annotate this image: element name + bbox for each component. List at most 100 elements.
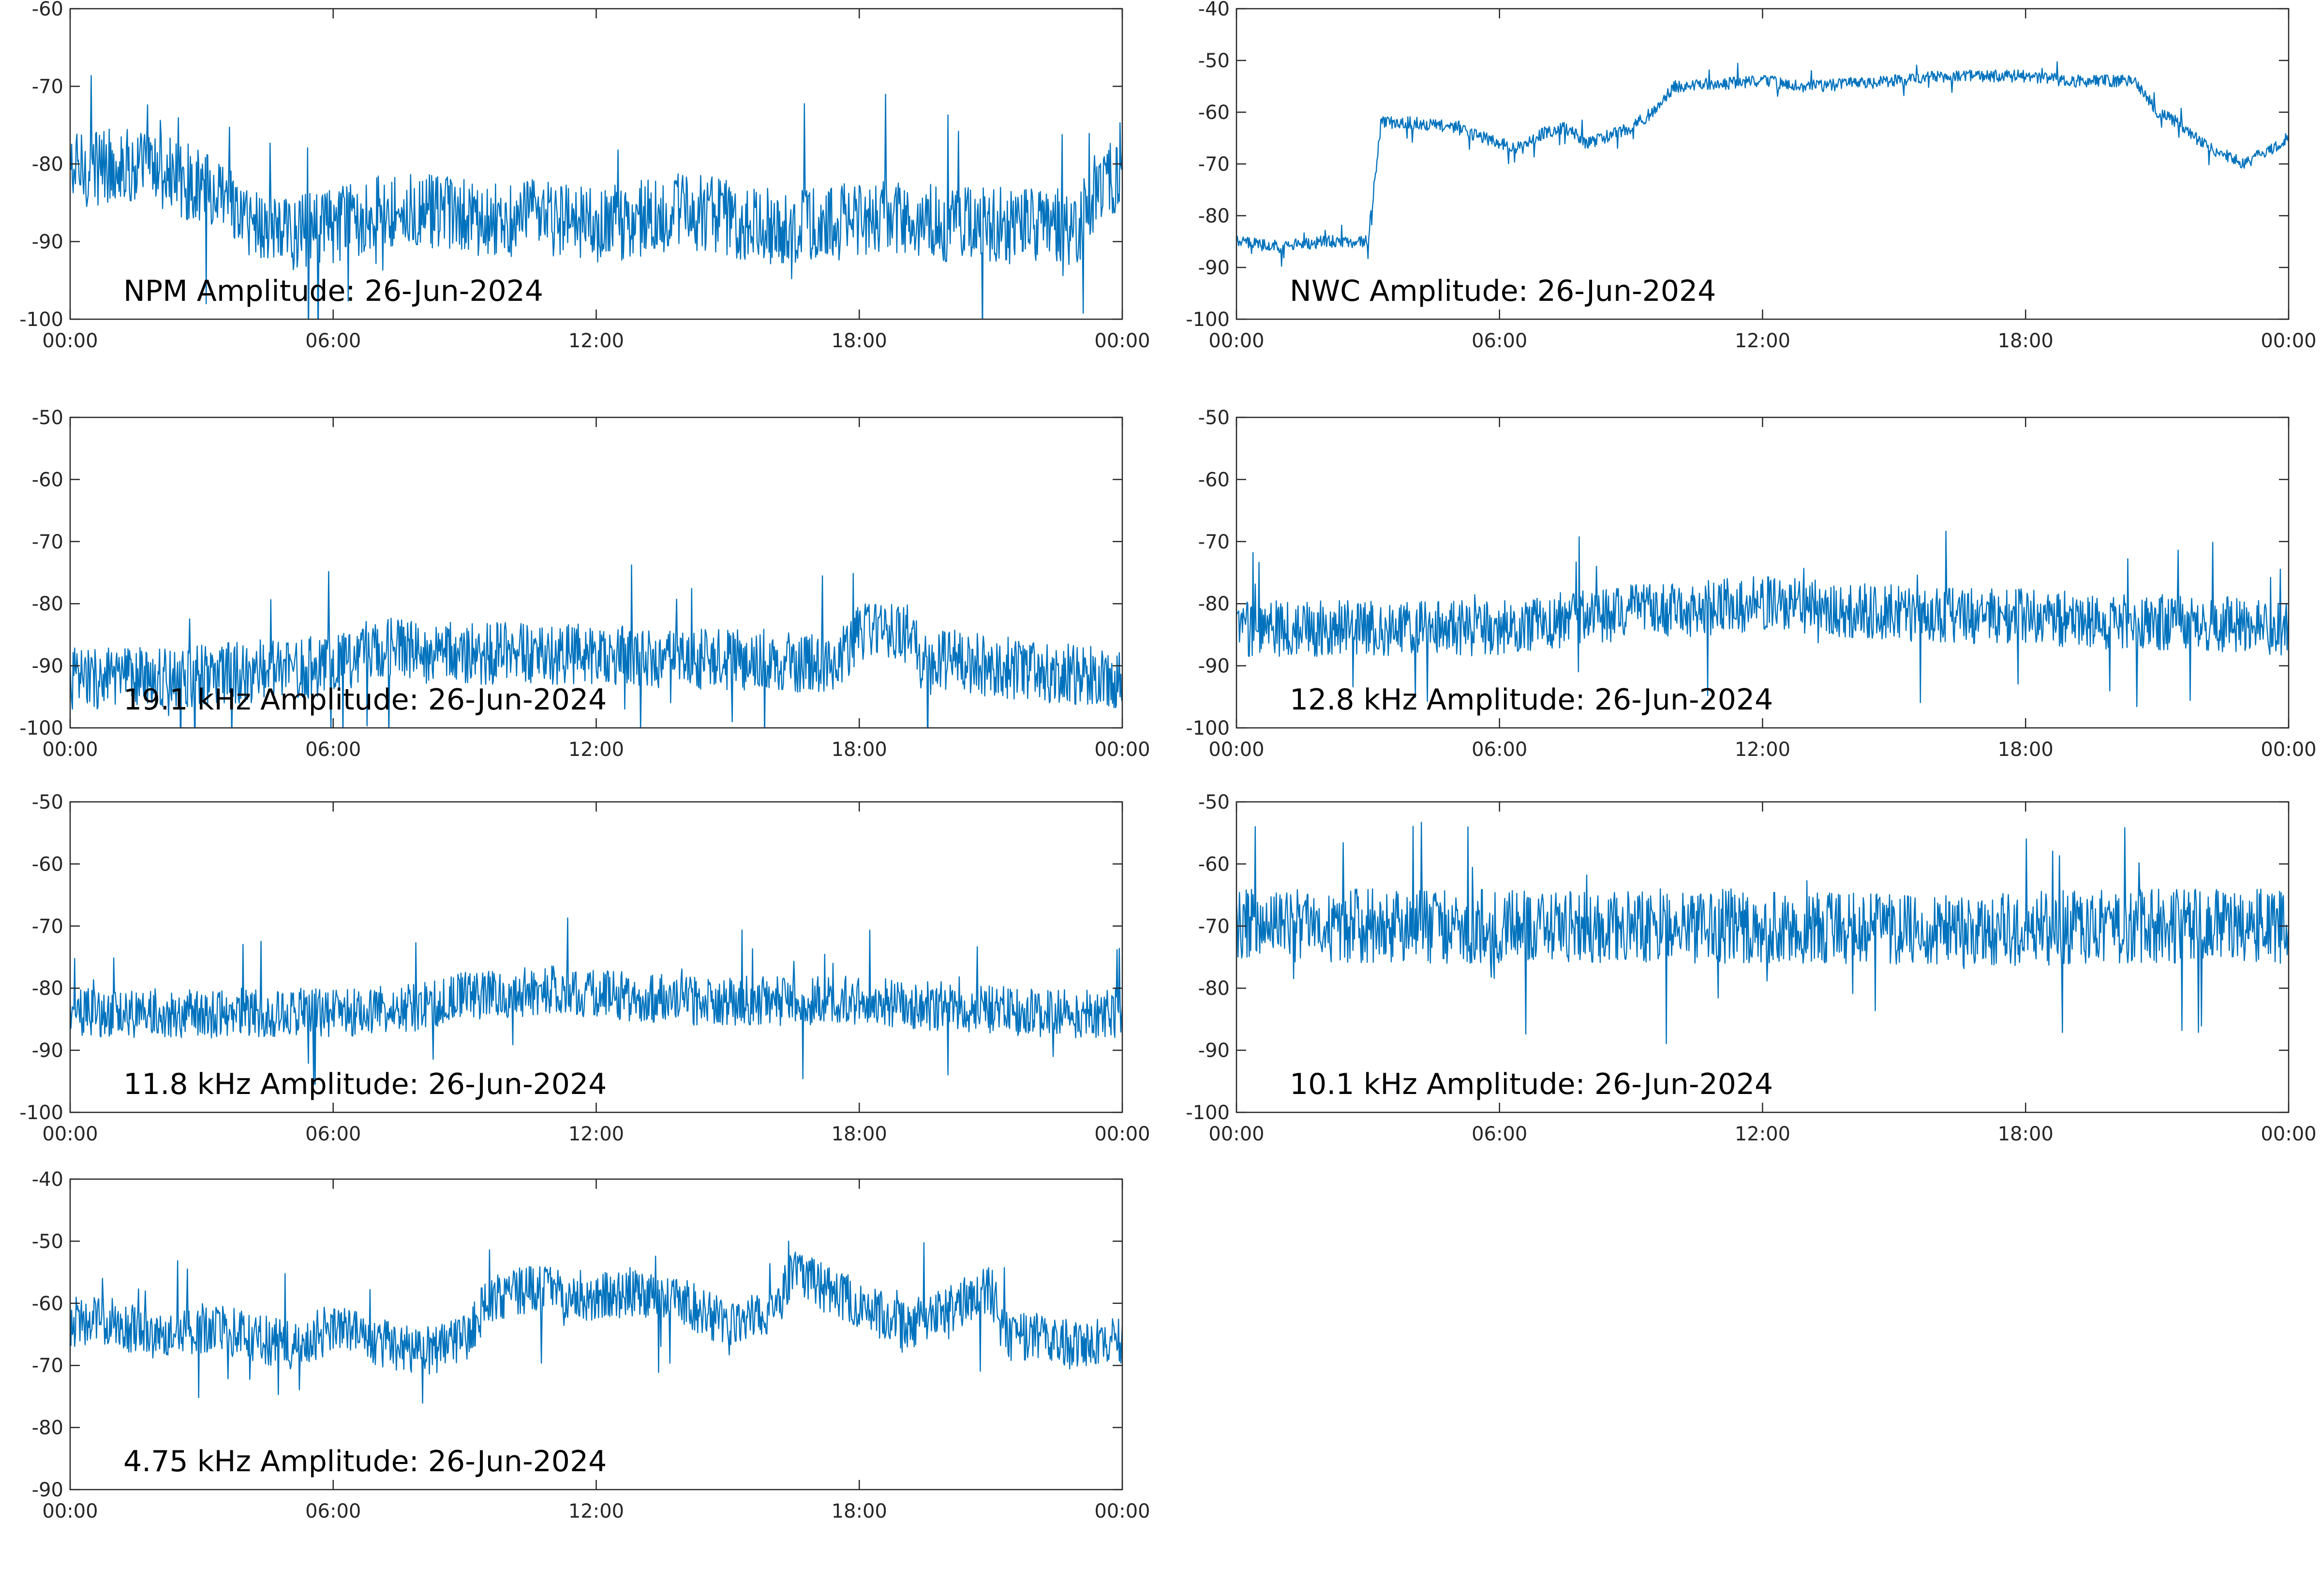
chart-panel: -100 -90 -80 -70 -60 -50 -40 00:00 06:00 12:00 18:…: [1186, 0, 2316, 352]
y-tick-label: -70: [1198, 531, 1230, 553]
panel-label: NPM Amplitude: 26-Jun-2024: [123, 274, 543, 308]
y-tick-label: -100: [1186, 1102, 1230, 1124]
x-tick-label: 18:00: [1998, 1123, 2054, 1145]
chart-panel: -100 -90 -80 -70 -60 -50 00:00 06:00 12:00 18:00 0…: [19, 407, 1150, 761]
x-tick-label: 00:00: [1094, 1500, 1150, 1522]
y-tick-label: -70: [32, 916, 63, 938]
y-tick-label: -70: [1198, 916, 1230, 938]
y-tick-label: -60: [1198, 469, 1230, 491]
x-tick-label: 12:00: [568, 1123, 624, 1145]
y-tick-label: -50: [32, 407, 63, 429]
chart-panel: -100 -90 -80 -70 -60 00:00 06:00 12:00 18:00 00:0…: [19, 0, 1150, 352]
y-tick-label: -40: [32, 1168, 63, 1191]
y-tick-label: -60: [1198, 102, 1230, 124]
y-tick-label: -50: [1198, 407, 1230, 429]
y-tick-label: -90: [1198, 655, 1230, 678]
panel-label: 19.1 kHz Amplitude: 26-Jun-2024: [123, 683, 607, 717]
series-line: [1236, 61, 2289, 267]
x-tick-label: 12:00: [1735, 1123, 1790, 1145]
x-tick-label: 12:00: [568, 330, 624, 352]
x-tick-label: 00:00: [2261, 1123, 2316, 1145]
y-tick-label: -50: [32, 791, 63, 813]
panels: -100 -90 -80 -70 -60 00:00 06:00 12:00 18:00 00:0…: [19, 0, 2316, 1522]
chart-panel: -100 -90 -80 -70 -60 -50 00:00 06:00 12:00 18:00 0…: [1186, 791, 2316, 1145]
x-tick-label: 00:00: [42, 330, 98, 352]
y-tick-label: -50: [32, 1230, 63, 1253]
x-tick-label: 06:00: [1472, 330, 1527, 352]
y-tick-label: -80: [1198, 205, 1230, 227]
y-tick-label: -40: [1198, 0, 1230, 20]
x-tick-label: 06:00: [305, 1123, 361, 1145]
x-tick-label: 18:00: [1998, 739, 2054, 761]
y-tick-label: -100: [19, 309, 63, 331]
y-tick-label: -60: [32, 853, 63, 875]
x-tick-label: 00:00: [42, 1123, 98, 1145]
chart-panel: -90 -80 -70 -60 -50 -40 00:00 06:00 12:00 18:00 00…: [32, 1168, 1150, 1522]
y-tick-label: -70: [32, 76, 63, 98]
x-tick-label: 18:00: [1998, 330, 2054, 352]
x-tick-label: 00:00: [1094, 739, 1150, 761]
x-tick-label: 18:00: [832, 739, 887, 761]
x-tick-label: 00:00: [2261, 330, 2316, 352]
x-tick-label: 18:00: [832, 1123, 887, 1145]
y-tick-label: -100: [1186, 309, 1230, 331]
y-tick-label: -100: [19, 717, 63, 739]
chart-panel: -100 -90 -80 -70 -60 -50 00:00 06:00 12:00 18:00 0…: [1186, 407, 2316, 761]
x-tick-label: 00:00: [1208, 739, 1264, 761]
x-tick-label: 06:00: [305, 1500, 361, 1522]
panel-label: 12.8 kHz Amplitude: 26-Jun-2024: [1290, 683, 1773, 717]
y-tick-label: -90: [32, 655, 63, 678]
series-line: [1236, 531, 2289, 708]
x-tick-label: 00:00: [42, 739, 98, 761]
panel-label: NWC Amplitude: 26-Jun-2024: [1290, 274, 1716, 308]
x-tick-label: 12:00: [1735, 330, 1790, 352]
y-tick-label: -90: [1198, 257, 1230, 279]
y-tick-label: -60: [32, 1293, 63, 1315]
y-tick-label: -90: [32, 1040, 63, 1062]
panel-label: 10.1 kHz Amplitude: 26-Jun-2024: [1290, 1067, 1773, 1101]
panel-label: 4.75 kHz Amplitude: 26-Jun-2024: [123, 1445, 607, 1478]
y-tick-label: -50: [1198, 50, 1230, 72]
y-tick-label: -90: [1198, 1040, 1230, 1062]
x-tick-label: 06:00: [1472, 739, 1527, 761]
y-tick-label: -60: [32, 469, 63, 491]
y-tick-label: -100: [19, 1102, 63, 1124]
y-tick-label: -60: [1198, 853, 1230, 875]
x-tick-label: 18:00: [832, 1500, 887, 1522]
x-tick-label: 12:00: [568, 739, 624, 761]
x-tick-label: 00:00: [1208, 330, 1264, 352]
y-tick-label: -90: [32, 231, 63, 253]
y-tick-label: -70: [1198, 153, 1230, 176]
x-tick-label: 00:00: [1094, 1123, 1150, 1145]
y-tick-label: -60: [32, 0, 63, 20]
y-tick-label: -70: [32, 1355, 63, 1377]
x-tick-label: 06:00: [305, 330, 361, 352]
x-tick-label: 00:00: [1208, 1123, 1264, 1145]
series-line: [70, 1241, 1122, 1404]
y-tick-label: -80: [32, 1417, 63, 1439]
x-tick-label: 00:00: [2261, 739, 2316, 761]
x-tick-label: 12:00: [568, 1500, 624, 1522]
series-line: [70, 917, 1122, 1085]
x-tick-label: 12:00: [1735, 739, 1790, 761]
series-line: [1236, 822, 2289, 1044]
series-line: [70, 564, 1122, 728]
x-tick-label: 00:00: [42, 1500, 98, 1522]
y-tick-label: -80: [1198, 977, 1230, 1000]
series-line: [70, 75, 1122, 319]
x-tick-label: 00:00: [1094, 330, 1150, 352]
y-tick-label: -50: [1198, 791, 1230, 813]
y-tick-label: -80: [1198, 593, 1230, 615]
x-tick-label: 06:00: [305, 739, 361, 761]
x-tick-label: 18:00: [832, 330, 887, 352]
y-tick-label: -100: [1186, 717, 1230, 739]
x-tick-label: 06:00: [1472, 1123, 1527, 1145]
y-tick-label: -80: [32, 593, 63, 615]
y-tick-label: -80: [32, 977, 63, 1000]
y-tick-label: -80: [32, 153, 63, 176]
y-tick-label: -90: [32, 1479, 63, 1501]
chart-panel: -100 -90 -80 -70 -60 -50 00:00 06:00 12:00 18:00 0…: [19, 791, 1150, 1145]
y-tick-label: -70: [32, 531, 63, 553]
panel-label: 11.8 kHz Amplitude: 26-Jun-2024: [123, 1067, 607, 1101]
